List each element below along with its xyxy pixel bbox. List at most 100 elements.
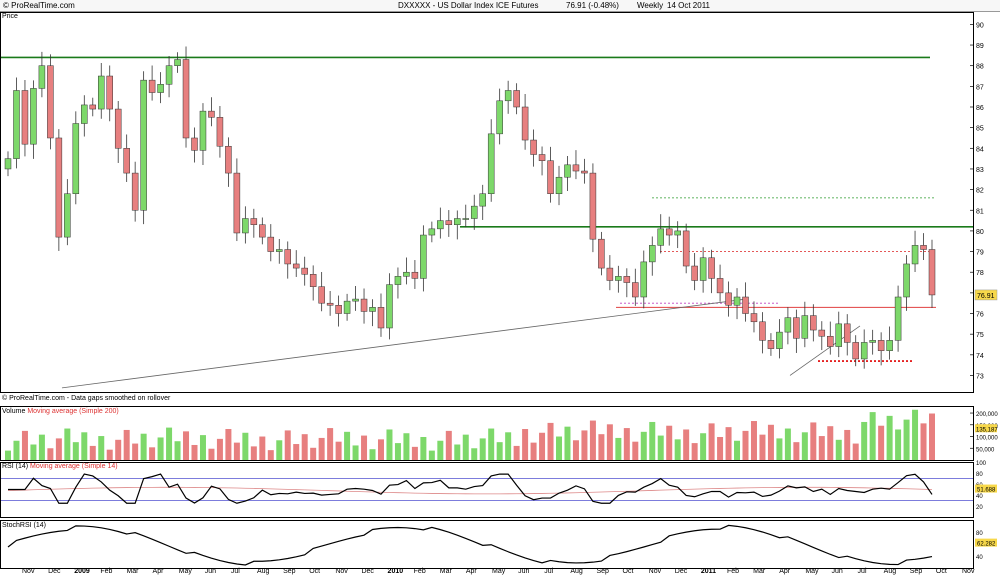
x-tick-label: Feb <box>100 568 112 575</box>
volume-bar <box>361 435 368 460</box>
volume-bar <box>589 420 596 460</box>
volume-bar <box>284 430 291 460</box>
price-tick-label: 80 <box>976 229 984 236</box>
rsi-panel-label: RSI (14) Moving average (Simple 14) <box>2 463 118 470</box>
x-tick-label: Mar <box>126 568 139 575</box>
candle <box>97 75 105 110</box>
price-frame <box>0 12 974 393</box>
rsi-tick-label: 100 <box>976 461 987 467</box>
x-tick-label: Oct <box>936 568 947 575</box>
candle <box>818 329 826 337</box>
volume-bar <box>191 444 198 460</box>
candle <box>64 193 71 238</box>
volume-bar <box>81 432 88 460</box>
x-tick-label: Aug <box>884 568 897 575</box>
x-tick-label: Nov <box>962 568 975 575</box>
volume-bar <box>199 435 206 460</box>
volume-bar <box>89 445 96 460</box>
candle <box>259 224 266 238</box>
volume-bar <box>21 430 28 460</box>
volume-bar <box>674 439 681 460</box>
candle <box>182 59 190 139</box>
candle <box>649 245 656 263</box>
candle <box>157 84 164 93</box>
volume-bar <box>801 432 808 460</box>
volume-bar <box>581 430 588 460</box>
candle <box>496 100 503 135</box>
candle <box>877 340 885 351</box>
candle <box>623 276 631 283</box>
volume-tick-label: 200,000 <box>976 412 998 418</box>
rsi-panel: 2040608010051.688 <box>0 461 997 511</box>
volume-bar <box>233 442 240 460</box>
volume-bar <box>428 450 435 460</box>
candle <box>572 164 580 172</box>
volume-bar <box>615 437 622 460</box>
candle <box>581 170 588 174</box>
volume-bar <box>793 442 800 460</box>
volume-bar <box>513 445 520 460</box>
volume-bar <box>683 429 690 460</box>
candle <box>487 133 495 194</box>
candle <box>242 218 249 234</box>
candle <box>742 296 749 314</box>
x-tick-label: Apr <box>779 568 791 575</box>
candle <box>208 110 215 118</box>
candle <box>928 249 936 296</box>
x-tick-label: Jun <box>205 568 216 575</box>
osc-tick-label: 40 <box>976 555 983 561</box>
volume-bar <box>318 437 325 460</box>
candle <box>225 145 232 174</box>
volume-bar <box>208 448 215 460</box>
candle <box>682 230 690 267</box>
volume-bar <box>250 446 257 460</box>
volume-bar <box>649 421 656 460</box>
volume-bar <box>335 441 342 460</box>
price-tick-label: 83 <box>976 167 984 174</box>
candle <box>827 335 834 347</box>
volume-bar <box>539 432 546 460</box>
candle <box>38 65 46 89</box>
volume-bar <box>38 434 45 460</box>
candle <box>759 321 766 341</box>
candle <box>852 342 859 360</box>
x-tick-label: 2010 <box>388 568 404 575</box>
price-tick-label: 89 <box>976 43 984 50</box>
volume-bar <box>352 445 359 460</box>
x-tick-label: Sep <box>283 568 296 575</box>
candle <box>894 296 902 341</box>
candle <box>521 106 529 141</box>
candle <box>47 65 54 139</box>
osc-tick-label: 80 <box>976 531 983 537</box>
x-tick-label: May <box>492 568 506 575</box>
candle <box>131 172 139 211</box>
volume-bar <box>310 447 317 460</box>
rsi-tick-label: 40 <box>976 494 983 500</box>
volume-tick-label: 100,000 <box>976 436 998 442</box>
candle <box>886 340 893 351</box>
candle <box>911 245 919 265</box>
candle <box>784 317 792 333</box>
candle <box>801 315 809 339</box>
volume-bar <box>895 429 902 460</box>
candle <box>420 234 427 279</box>
trend-line <box>61 298 747 389</box>
candle <box>733 296 741 306</box>
candle <box>657 228 664 246</box>
footnote: © ProRealTime.com - Data gaps smoothed o… <box>2 395 171 402</box>
volume-bar <box>420 436 427 460</box>
volume-bar <box>666 425 673 460</box>
volume-bar <box>869 412 876 460</box>
x-tick-label: Mar <box>753 568 766 575</box>
site-credit: © ProRealTime.com <box>3 1 75 10</box>
x-tick-label: Apr <box>153 568 165 575</box>
volume-bar <box>556 436 563 460</box>
candle <box>606 267 614 281</box>
volume-bar <box>293 444 300 460</box>
candle <box>725 292 732 306</box>
volume-bar <box>344 431 351 460</box>
candle <box>165 65 173 85</box>
candle <box>445 220 453 225</box>
volume-bar <box>327 428 334 460</box>
